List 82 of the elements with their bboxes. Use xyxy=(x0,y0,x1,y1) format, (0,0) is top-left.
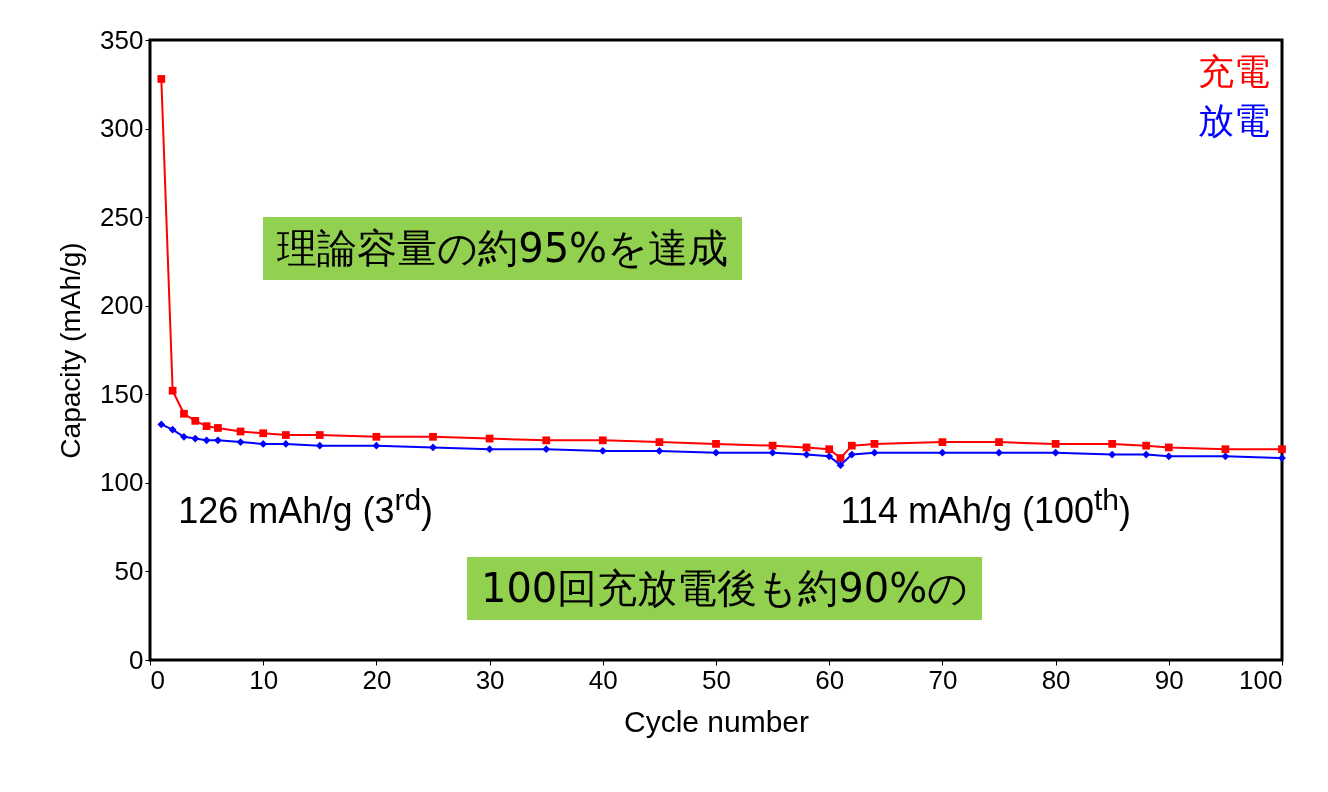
y-tick-label: 200 xyxy=(100,290,144,321)
text: 放電 xyxy=(1198,99,1270,143)
point xyxy=(202,422,211,431)
x-tick-label: 90 xyxy=(1154,664,1184,695)
x-tick-label: 70 xyxy=(928,664,958,695)
y-axis-title: Capacity (mAh/g) xyxy=(55,242,87,459)
y-tick-label: 300 xyxy=(100,113,144,144)
point xyxy=(542,436,551,445)
point xyxy=(847,441,856,450)
point xyxy=(1051,440,1060,448)
point xyxy=(542,445,551,454)
point xyxy=(180,409,188,418)
point xyxy=(712,448,720,457)
annotation: 114 mAh/g (100$^{th}$) xyxy=(840,482,1132,532)
point xyxy=(236,438,245,446)
annotation: 126 mAh/g (3$^{rd}$) xyxy=(178,482,434,532)
point xyxy=(712,440,720,448)
point xyxy=(655,447,664,455)
point xyxy=(259,429,268,438)
y-tick-label: 0 xyxy=(129,644,144,675)
x-tick-label: 0 xyxy=(150,664,165,695)
point xyxy=(1051,448,1060,457)
y-tick-label: 250 xyxy=(100,201,144,232)
y-tick-label: 350 xyxy=(100,24,144,55)
point xyxy=(168,386,177,395)
x-axis-title: Cycle number xyxy=(623,704,810,738)
x-tick-label: 80 xyxy=(1041,664,1071,695)
point xyxy=(372,441,381,450)
point xyxy=(1142,450,1151,459)
point xyxy=(157,420,166,429)
point xyxy=(315,441,324,450)
point xyxy=(429,432,437,441)
y-tick-label: 100 xyxy=(100,467,144,498)
point xyxy=(1108,450,1117,459)
point xyxy=(1221,445,1230,454)
point xyxy=(995,448,1003,457)
point xyxy=(836,461,845,470)
x-tick-label: 50 xyxy=(702,664,731,695)
point xyxy=(281,431,290,439)
point xyxy=(168,425,177,434)
x-tick-label: 40 xyxy=(588,664,618,695)
point xyxy=(180,432,188,441)
y-tick-label: 150 xyxy=(100,378,144,409)
x-tick-label: 60 xyxy=(815,664,845,695)
point xyxy=(1164,452,1173,461)
annotation: 理論容量の約95%を達成 xyxy=(263,217,743,281)
text: 充電 xyxy=(1198,50,1270,94)
point xyxy=(870,440,879,448)
point xyxy=(768,448,777,457)
point xyxy=(485,445,494,454)
point xyxy=(847,450,856,459)
point xyxy=(1164,443,1173,452)
point xyxy=(214,436,222,445)
y-tick-label: 50 xyxy=(114,555,144,586)
x-tick-label: 20 xyxy=(362,664,392,695)
x-tick-label: 100 xyxy=(1239,664,1283,695)
point xyxy=(191,434,200,443)
point xyxy=(214,424,222,432)
point xyxy=(1108,440,1117,448)
point xyxy=(768,441,777,450)
point xyxy=(598,436,607,445)
point xyxy=(655,438,664,446)
point xyxy=(1221,452,1230,461)
point xyxy=(870,448,879,457)
point xyxy=(202,436,211,445)
point xyxy=(938,448,947,457)
point xyxy=(825,445,834,454)
x-tick-label: 10 xyxy=(249,664,279,695)
point xyxy=(372,432,381,441)
point xyxy=(938,438,947,446)
point xyxy=(191,416,200,425)
point xyxy=(429,443,437,452)
point xyxy=(1278,445,1286,454)
point xyxy=(598,447,607,455)
point xyxy=(836,454,845,462)
point xyxy=(157,75,166,83)
point xyxy=(825,452,834,461)
point xyxy=(315,431,324,439)
x-tick-label: 30 xyxy=(475,664,505,695)
annotation: 100回充放電後も約90%の xyxy=(466,557,983,621)
point xyxy=(1142,441,1151,450)
point xyxy=(995,438,1003,446)
